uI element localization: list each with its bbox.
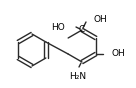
Text: H₂N: H₂N (69, 72, 86, 81)
Text: OH: OH (93, 15, 107, 23)
Text: C: C (79, 26, 85, 34)
Text: OH: OH (112, 49, 126, 59)
Text: HO: HO (51, 23, 65, 32)
